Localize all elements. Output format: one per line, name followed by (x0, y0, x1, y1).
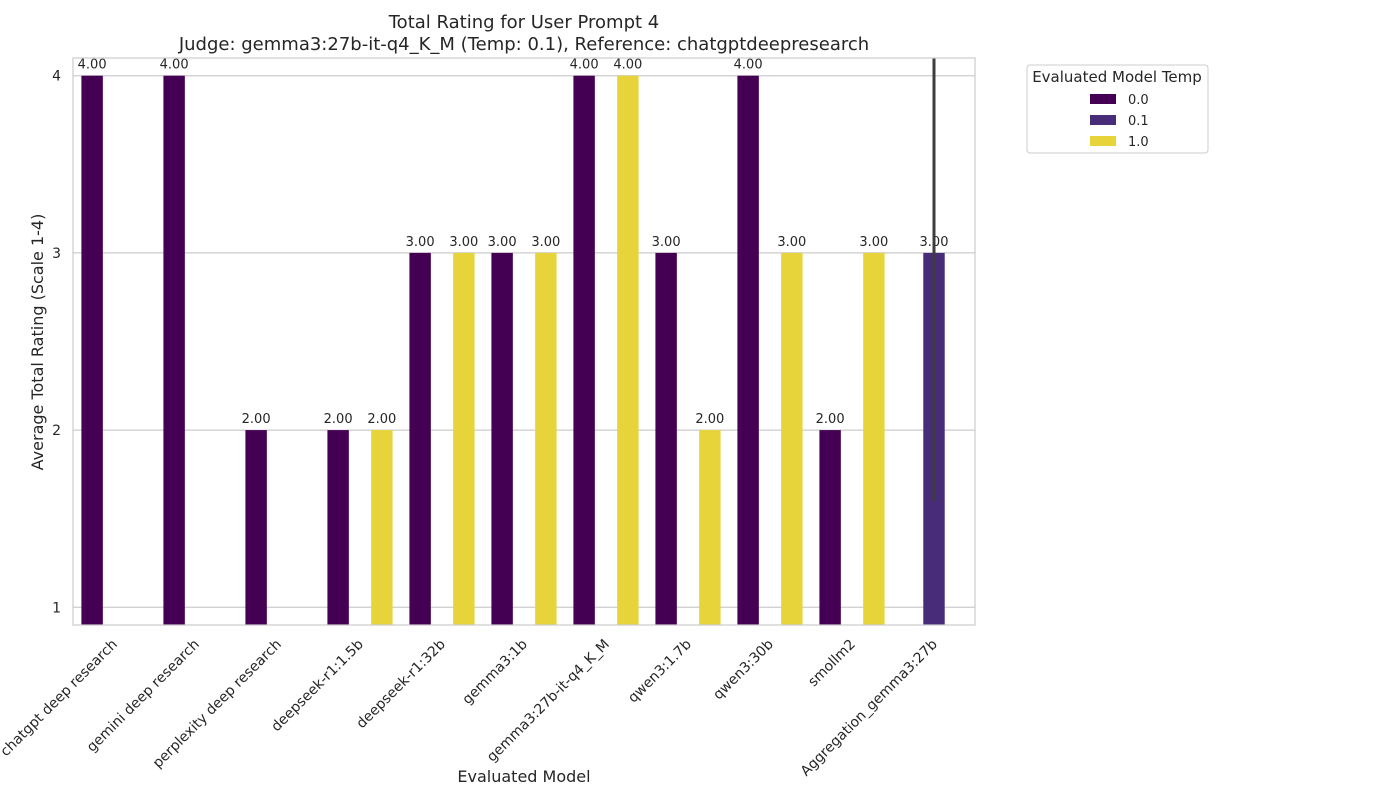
y-tick-label: 1 (52, 600, 61, 616)
bar (781, 252, 803, 625)
value-label: 4.00 (734, 58, 763, 73)
legend-label: 0.0 (1128, 93, 1149, 108)
legend-title: Evaluated Model Temp (1032, 68, 1202, 86)
value-label: 2.00 (324, 412, 353, 427)
bar (617, 75, 639, 625)
bar (245, 430, 267, 625)
x-tick-label: Aggregation_gemma3:27b (798, 636, 941, 779)
value-label: 3.00 (859, 235, 888, 250)
bar (819, 430, 841, 625)
x-tick-label: deepseek-r1:1.5b (268, 636, 367, 735)
value-label: 3.00 (449, 235, 478, 250)
bars-group (81, 75, 945, 625)
legend-items: 0.0 0.1 1.0 (1090, 93, 1149, 150)
x-tick-label: gemma3:1b (460, 636, 531, 707)
bar (863, 252, 885, 625)
legend: Evaluated Model Temp 0.0 0.1 1.0 (1026, 64, 1209, 154)
value-label: 3.00 (406, 235, 435, 250)
chart-titles: Total Rating for User Prompt 4 Judge: ge… (178, 12, 869, 55)
bar (655, 252, 677, 625)
bar (535, 252, 557, 625)
bar (573, 75, 595, 625)
bar (409, 252, 431, 625)
value-label: 3.00 (777, 235, 806, 250)
bar (163, 75, 185, 625)
y-tick-label: 3 (52, 246, 61, 262)
x-tick-label: deepseek-r1:32b (354, 636, 449, 731)
legend-label: 0.1 (1128, 114, 1149, 129)
y-ticks-group: 1 2 3 4 (52, 69, 61, 617)
value-label: 3.00 (531, 235, 560, 250)
legend-box (1026, 64, 1209, 154)
value-label: 3.00 (652, 235, 681, 250)
x-tick-label: qwen3:1.7b (625, 636, 695, 706)
bar (327, 430, 349, 625)
plot-frame (72, 57, 976, 626)
bar (699, 430, 721, 625)
legend-label: 1.0 (1128, 135, 1149, 150)
legend-swatch (1090, 115, 1116, 125)
value-label: 4.00 (570, 58, 599, 73)
y-tick-label: 2 (52, 423, 61, 439)
legend-swatch (1090, 136, 1116, 146)
chart-title: Total Rating for User Prompt 4 (388, 12, 659, 33)
bar (737, 75, 759, 625)
bar (491, 252, 513, 625)
x-axis-label: Evaluated Model (457, 767, 590, 786)
value-label: 2.00 (367, 412, 396, 427)
legend-swatch (1090, 94, 1116, 104)
bar (371, 430, 393, 625)
value-labels-group: 4.00 4.00 2.00 2.00 3.00 3.00 4.00 3.00 4.00 2.00… (78, 58, 949, 427)
y-axis-label: Average Total Rating (Scale 1-4) (28, 214, 47, 471)
value-label: 2.00 (816, 412, 845, 427)
value-label: 2.00 (242, 412, 271, 427)
x-tick-label: smollm2 (805, 637, 859, 691)
x-tick-label: qwen3:30b (710, 636, 777, 703)
y-tick-label: 4 (52, 69, 61, 85)
chart-subtitle: Judge: gemma3:27b-it-q4_K_M (Temp: 0.1),… (178, 34, 869, 55)
value-label: 3.00 (488, 235, 517, 250)
bar (453, 252, 475, 625)
bar (81, 75, 103, 625)
value-label: 2.00 (695, 412, 724, 427)
value-label: 4.00 (78, 58, 107, 73)
value-label: 4.00 (160, 58, 189, 73)
value-label: 4.00 (613, 58, 642, 73)
